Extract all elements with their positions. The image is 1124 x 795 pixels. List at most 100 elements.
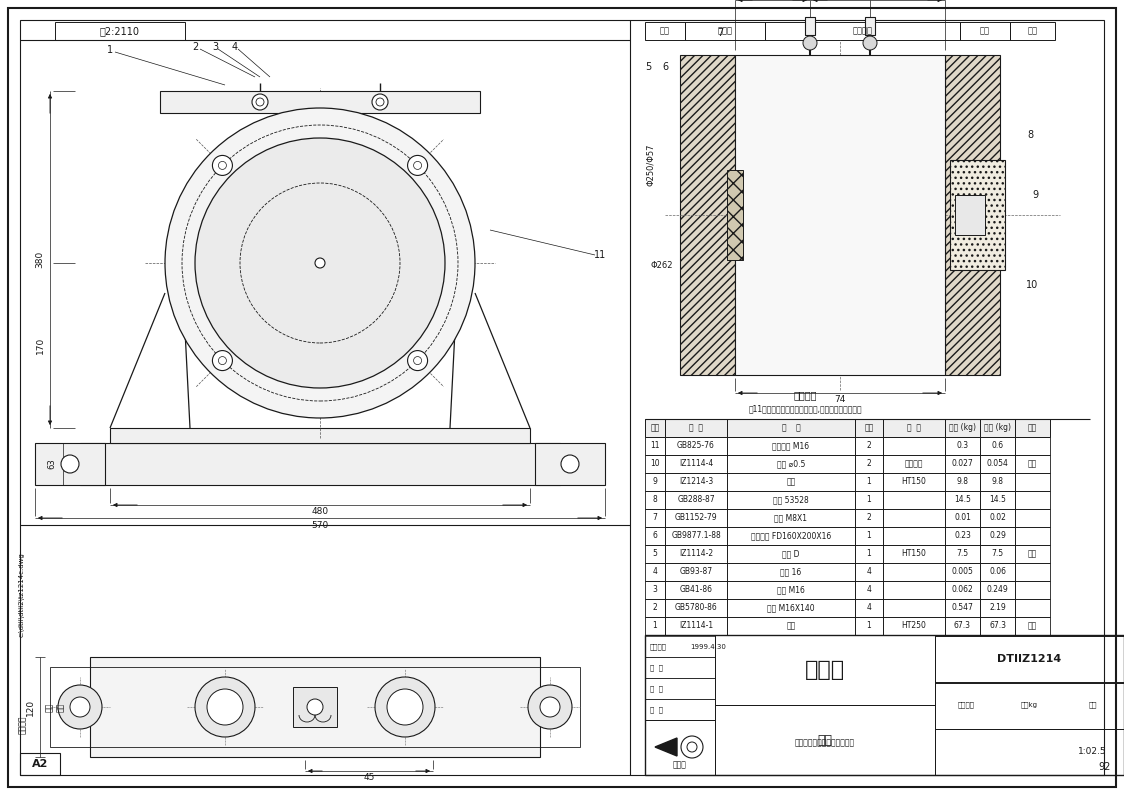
Bar — [727, 581, 855, 599]
Bar — [765, 22, 960, 40]
Text: A2: A2 — [31, 759, 48, 769]
Bar — [883, 473, 945, 491]
Bar — [883, 419, 945, 437]
Bar — [980, 581, 1015, 599]
Bar — [645, 473, 665, 491]
Bar — [980, 563, 1015, 581]
Bar — [665, 455, 727, 473]
Bar — [645, 419, 665, 437]
Text: 380: 380 — [36, 251, 45, 268]
Bar — [727, 563, 855, 581]
Bar — [935, 636, 1124, 682]
Text: 1: 1 — [867, 622, 871, 630]
Text: 5: 5 — [653, 549, 658, 559]
Text: 67.3: 67.3 — [954, 622, 971, 630]
Bar — [935, 683, 1124, 729]
Circle shape — [687, 742, 697, 752]
Text: 6: 6 — [662, 62, 668, 72]
Text: 92: 92 — [1099, 762, 1112, 772]
Bar — [680, 55, 735, 375]
Text: 轴承 53528: 轴承 53528 — [773, 495, 809, 505]
Circle shape — [372, 94, 388, 110]
Bar — [645, 699, 715, 720]
Bar — [727, 617, 855, 635]
Text: 图样标记: 图样标记 — [958, 702, 975, 708]
Bar — [855, 473, 883, 491]
Bar — [645, 509, 665, 527]
Bar — [645, 657, 715, 678]
Circle shape — [387, 689, 423, 725]
Text: 0.054: 0.054 — [987, 460, 1008, 468]
Text: IZ1114-1: IZ1114-1 — [679, 622, 713, 630]
Bar — [883, 491, 945, 509]
Bar — [855, 545, 883, 563]
Bar — [645, 22, 685, 40]
Bar — [945, 599, 980, 617]
Bar — [980, 527, 1015, 545]
Text: 垫圈 16: 垫圈 16 — [780, 568, 801, 576]
Text: 设  计: 设 计 — [650, 707, 663, 713]
Bar — [665, 545, 727, 563]
Bar — [645, 491, 665, 509]
Text: 毡垫 ⌀0.5: 毡垫 ⌀0.5 — [777, 460, 805, 468]
Text: 9.8: 9.8 — [991, 478, 1004, 487]
Text: 0.249: 0.249 — [987, 585, 1008, 595]
Text: 0.027: 0.027 — [952, 460, 973, 468]
Circle shape — [528, 685, 572, 729]
Bar — [727, 455, 855, 473]
Bar — [980, 491, 1015, 509]
Text: 7: 7 — [717, 28, 723, 38]
Text: 部件: 部件 — [817, 734, 833, 747]
Text: 570: 570 — [311, 521, 328, 529]
Bar — [855, 419, 883, 437]
Bar — [665, 617, 727, 635]
Bar — [883, 545, 945, 563]
Bar — [293, 687, 337, 727]
Bar — [160, 91, 480, 113]
Bar — [735, 55, 945, 375]
Circle shape — [252, 94, 268, 110]
Circle shape — [408, 351, 427, 370]
Bar — [665, 509, 727, 527]
Text: 合同号: 合同号 — [673, 761, 687, 770]
Text: GB288-87: GB288-87 — [677, 495, 715, 505]
Text: 0.005: 0.005 — [952, 568, 973, 576]
Text: 比例: 比例 — [1088, 702, 1097, 708]
Text: 2: 2 — [867, 441, 871, 451]
Text: 软钢板差: 软钢板差 — [905, 460, 923, 468]
Bar — [855, 455, 883, 473]
Bar — [945, 437, 980, 455]
Circle shape — [377, 98, 384, 106]
Circle shape — [315, 258, 325, 268]
Bar — [935, 635, 1124, 775]
Bar — [855, 617, 883, 635]
Bar — [727, 419, 855, 437]
Bar — [645, 455, 665, 473]
Bar — [855, 563, 883, 581]
Circle shape — [307, 699, 323, 715]
Text: DTIIZ1214: DTIIZ1214 — [997, 654, 1062, 664]
Bar — [80, 443, 560, 485]
Text: 代  号: 代 号 — [689, 424, 702, 432]
Bar — [955, 195, 985, 235]
Circle shape — [863, 36, 877, 50]
Bar — [855, 491, 883, 509]
Bar — [727, 437, 855, 455]
Text: 修改内容: 修改内容 — [852, 26, 872, 36]
Text: 螺母 M16: 螺母 M16 — [777, 585, 805, 595]
Bar — [1015, 455, 1050, 473]
Circle shape — [375, 677, 435, 737]
Circle shape — [803, 36, 817, 50]
Text: HT150: HT150 — [901, 478, 926, 487]
Text: 1: 1 — [867, 532, 871, 541]
Text: Φ262: Φ262 — [651, 261, 673, 270]
Text: 油杯 M8X1: 油杯 M8X1 — [774, 514, 807, 522]
Bar — [855, 581, 883, 599]
Text: 制图批准: 制图批准 — [650, 644, 667, 650]
Text: 闷盖: 闷盖 — [787, 478, 796, 487]
Bar — [645, 527, 665, 545]
Bar — [645, 563, 665, 581]
Text: 单重 (kg): 单重 (kg) — [949, 424, 976, 432]
Bar — [883, 455, 945, 473]
Bar — [20, 753, 60, 775]
